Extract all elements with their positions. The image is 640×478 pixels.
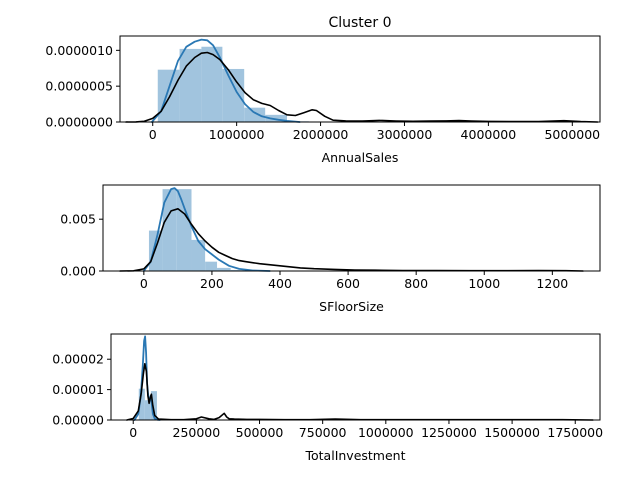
sfloorsize-hist-bar — [191, 239, 206, 271]
annualsales-hist-bar — [157, 69, 180, 122]
sfloorsize-subplot: 0 200 400 600 800 1000 1200 0.000 0.005 SFloorSiz… — [60, 184, 601, 314]
totalinvestment-x-tick-label: 1500000 — [484, 425, 540, 440]
sfloorsize-x-axis-label: SFloorSize — [319, 299, 384, 314]
annualsales-hist-bar — [265, 114, 287, 122]
totalinvestment-x-tick-label: 0 — [129, 425, 137, 440]
sfloorsize-x-tick-label: 1000 — [468, 276, 500, 291]
annualsales-x-tick-label: 5000000 — [544, 127, 600, 142]
totalinvestment-axes-frame — [110, 333, 601, 421]
totalinvestment-x-tick-label: 500000 — [236, 425, 284, 440]
totalinvestment-y-tick-label: 0.00002 — [52, 352, 104, 367]
annualsales-axes-frame — [119, 35, 601, 123]
annualsales-y-tick-label: 0.0000005 — [45, 79, 113, 94]
sfloorsize-y-tick-label: 0.000 — [60, 264, 96, 279]
totalinvestment-x-tick-label: 250000 — [173, 425, 221, 440]
totalinvestment-y-tick-label: 0.00000 — [52, 413, 104, 428]
totalinvestment-kde-line-black — [126, 362, 594, 421]
annualsales-x-tick-label: 1000000 — [209, 127, 265, 142]
sfloorsize-hist-bar — [148, 230, 163, 271]
annualsales-x-tick-label: 3000000 — [377, 127, 433, 142]
totalinvestment-x-tick-label: 750000 — [299, 425, 347, 440]
sfloorsize-x-tick-label: 600 — [336, 276, 360, 291]
totalinvestment-x-axis-label: TotalInvestment — [305, 448, 406, 463]
annualsales-kde-line-blue — [150, 38, 301, 123]
totalinvestment-hist-bar — [138, 388, 145, 420]
totalinvestment-y-tick-label: 0.00001 — [52, 382, 104, 397]
annualsales-y-tick-label: 0.0000010 — [45, 43, 113, 58]
totalinvestment-hist-bar — [150, 391, 157, 420]
totalinvestment-x-tick-label: 1250000 — [421, 425, 477, 440]
annualsales-subplot: 0 1000000 2000000 3000000 4000000 5000000 0.00… — [45, 35, 601, 165]
sfloorsize-x-tick-label: 1200 — [536, 276, 568, 291]
annualsales-hist-bar — [179, 48, 202, 122]
chart-title: Cluster 0 — [328, 15, 391, 31]
annualsales-x-tick-label: 4000000 — [461, 127, 517, 142]
sfloorsize-kde-line-blue — [142, 187, 271, 272]
sfloorsize-y-tick-label: 0.005 — [60, 212, 96, 227]
sfloorsize-hist-bar — [230, 269, 245, 271]
sfloorsize-x-tick-label: 400 — [268, 276, 292, 291]
sfloorsize-hist-bar — [176, 189, 192, 271]
totalinvestment-hist-bar — [144, 400, 151, 420]
subplot-grid: 0 1000000 2000000 3000000 4000000 50000000.00… — [45, 35, 603, 463]
sfloorsize-x-tick-label: 200 — [200, 276, 224, 291]
annualsales-kde-line-black — [125, 51, 599, 123]
totalinvestment-x-tick-label: 1000000 — [358, 425, 414, 440]
sfloorsize-x-tick-label: 0 — [140, 276, 148, 291]
sfloorsize-axes-frame — [102, 184, 601, 272]
totalinvestment-subplot: 0 250000 500000 750000 1000000 1250000 1500000… — [52, 333, 603, 463]
annualsales-hist-bar — [244, 107, 266, 122]
totalinvestment-x-tick-label: 1750000 — [547, 425, 603, 440]
annualsales-x-axis-label: AnnualSales — [322, 150, 399, 165]
annualsales-hist-bar — [222, 68, 245, 122]
annualsales-x-tick-label: 0 — [149, 127, 157, 142]
annualsales-y-tick-label: 0.0000000 — [45, 115, 113, 130]
sfloorsize-hist-bar — [217, 267, 231, 271]
annualsales-x-tick-label: 2000000 — [293, 127, 349, 142]
sfloorsize-x-tick-label: 800 — [404, 276, 428, 291]
annualsales-hist-bar — [201, 46, 223, 122]
sfloorsize-hist-bar — [205, 261, 218, 271]
